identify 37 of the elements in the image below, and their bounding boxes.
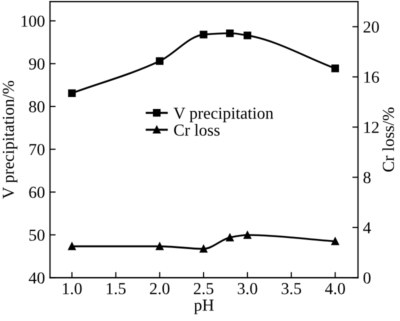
point xyxy=(331,237,340,246)
y-tick-label: 100 xyxy=(22,16,45,27)
x-tick-label: 3.0 xyxy=(238,283,258,294)
y-tick-label: 50 xyxy=(29,230,45,241)
point xyxy=(226,29,234,38)
point xyxy=(244,32,252,40)
y-tick-label: 80 xyxy=(29,101,45,112)
point xyxy=(156,242,164,250)
legend-label: Cr loss xyxy=(174,124,220,136)
x-tick-label: 2.5 xyxy=(194,283,214,294)
y2-axis-title: Cr loss/% xyxy=(382,108,394,172)
x-tick-label: 2.0 xyxy=(150,283,170,294)
point xyxy=(244,231,252,239)
point xyxy=(156,57,164,65)
point xyxy=(68,242,76,250)
y-tick-label: 90 xyxy=(29,58,45,70)
point xyxy=(200,30,208,38)
y2-tick-label: 0 xyxy=(363,272,371,284)
y2-tick-label: 16 xyxy=(364,72,380,83)
y-tick-label: 70 xyxy=(30,144,45,156)
x-tick-label: 1.0 xyxy=(62,283,82,294)
y2-tick-label: 12 xyxy=(364,122,379,133)
y2-tick-label: 4 xyxy=(363,222,371,234)
point xyxy=(331,64,340,72)
x-tick-label: 3.5 xyxy=(282,283,302,294)
x-tick-label: 4.0 xyxy=(325,283,345,294)
point xyxy=(68,89,76,98)
x-tick-label: 1.5 xyxy=(106,283,126,294)
point xyxy=(226,234,234,242)
point xyxy=(200,244,208,253)
y2-tick-label: 8 xyxy=(363,172,371,184)
y-tick-label: 40 xyxy=(28,272,45,284)
y-tick-label: 60 xyxy=(29,186,45,198)
x-axis-title: pH xyxy=(194,300,214,314)
legend-label: V precipitation xyxy=(174,108,274,122)
y2-tick-label: 20 xyxy=(364,21,379,33)
y-axis-title: V precipitation/% xyxy=(2,80,18,199)
